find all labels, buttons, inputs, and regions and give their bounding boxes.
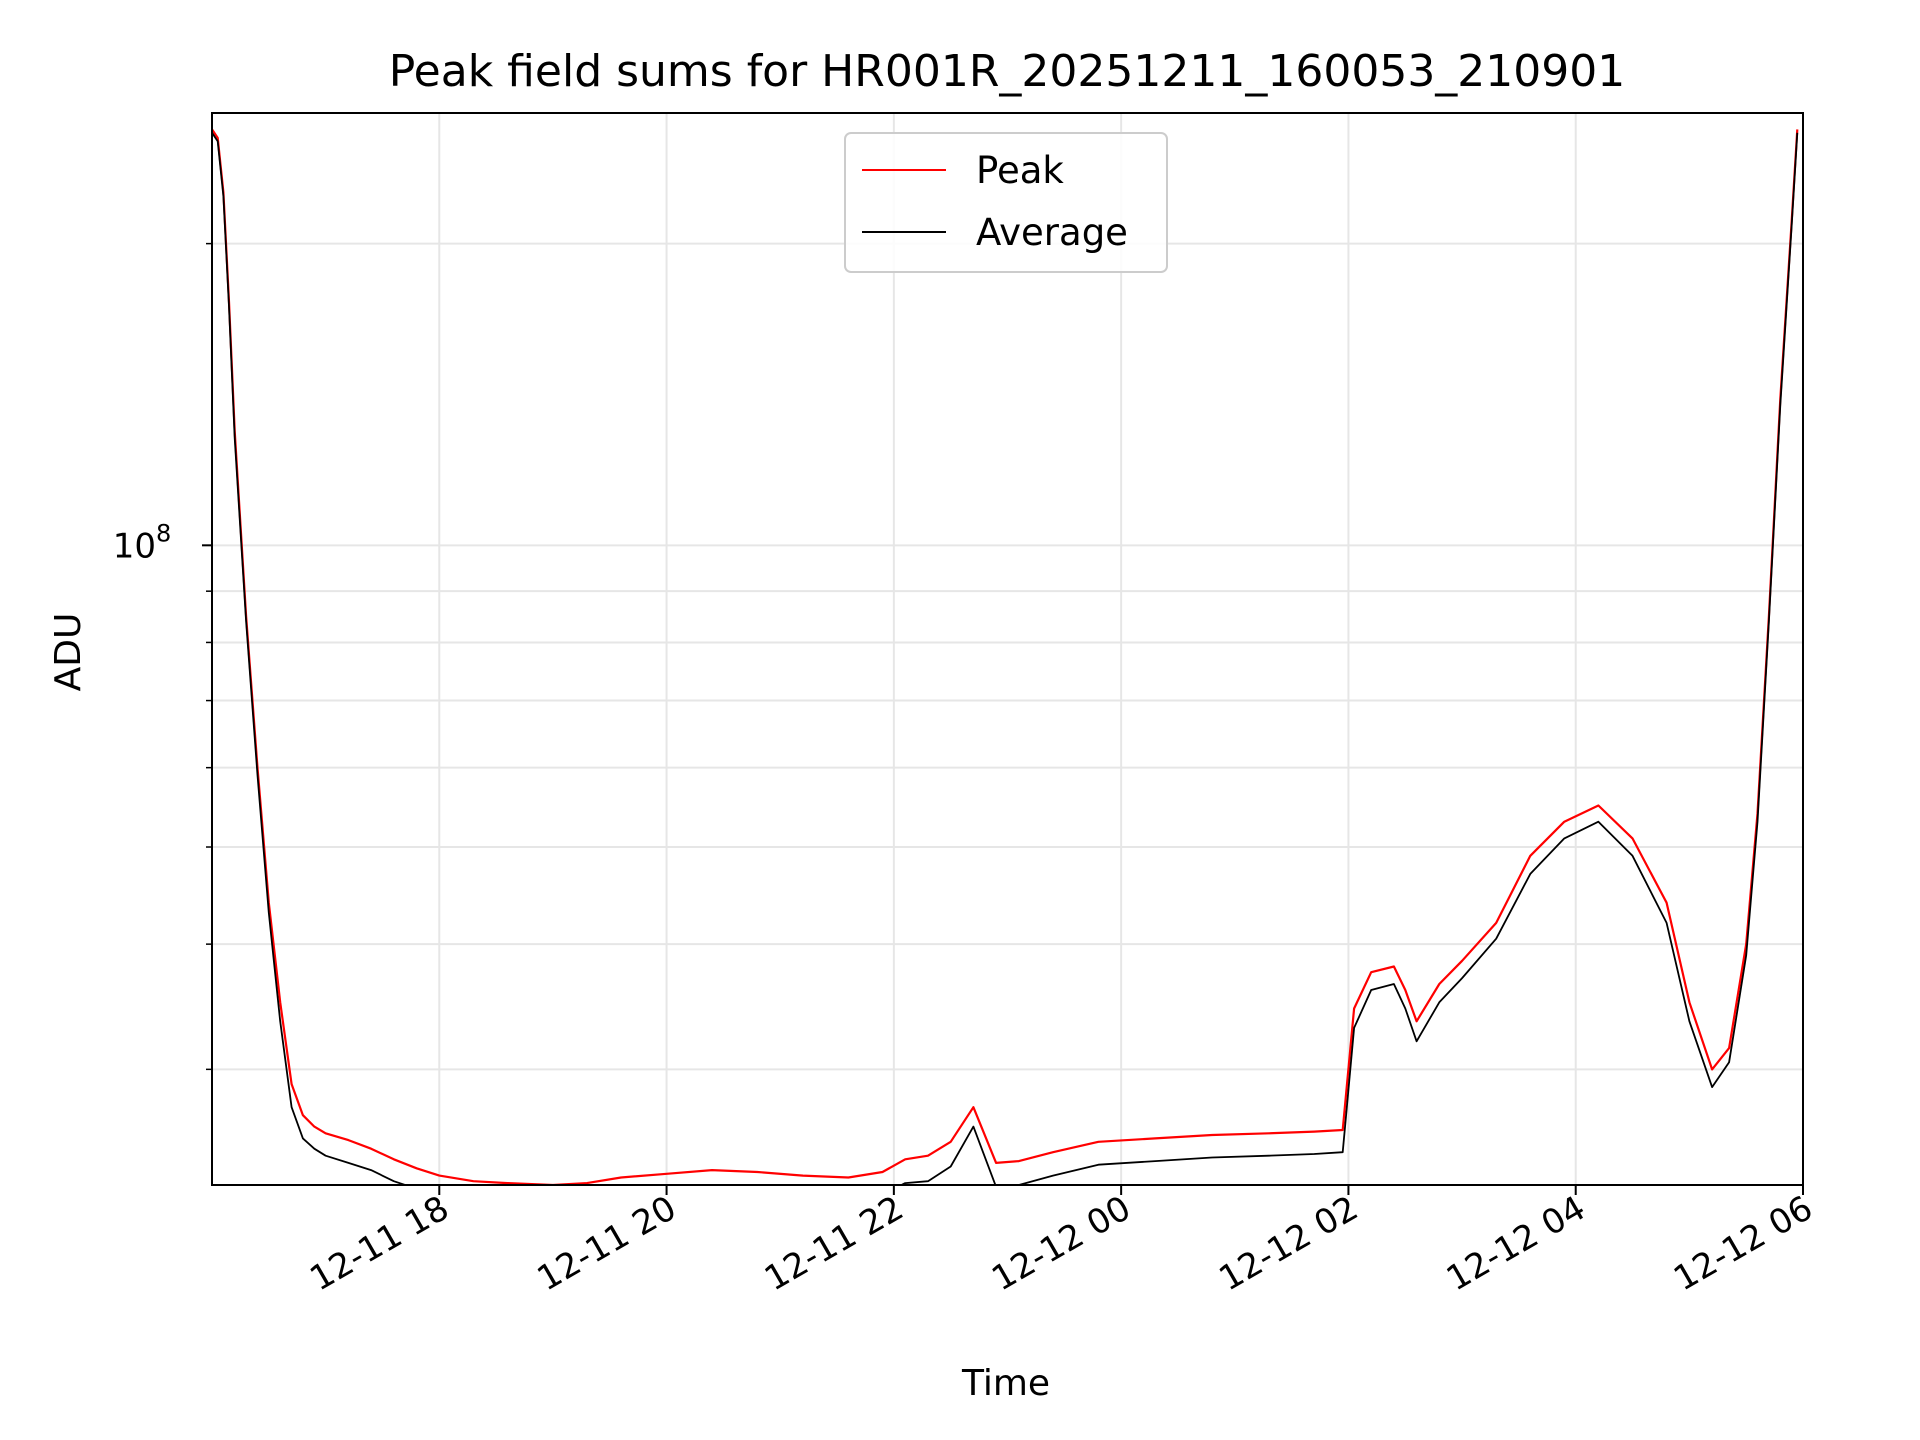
y-tick-label-base: 10 <box>113 526 156 566</box>
series-layer <box>212 128 1799 1185</box>
y-tick-label-exponent: 8 <box>156 519 171 547</box>
series-line-peak <box>212 128 1799 1185</box>
y-tick-label: 108 <box>113 519 172 566</box>
legend-average-label: Average <box>976 211 1128 254</box>
legend-box <box>844 132 1168 273</box>
series-line-average <box>212 132 1799 1185</box>
y-axis-ticks: 108 <box>113 242 212 1071</box>
legend-peak-label: Peak <box>976 149 1064 192</box>
plot-frame <box>211 112 1804 1186</box>
legend: Peak Average <box>844 132 1168 273</box>
y-axis-label: ADU <box>48 613 89 692</box>
x-axis-label: Time <box>961 1363 1050 1404</box>
chart-title: Peak field sums for HR001R_20251211_1600… <box>389 46 1626 97</box>
